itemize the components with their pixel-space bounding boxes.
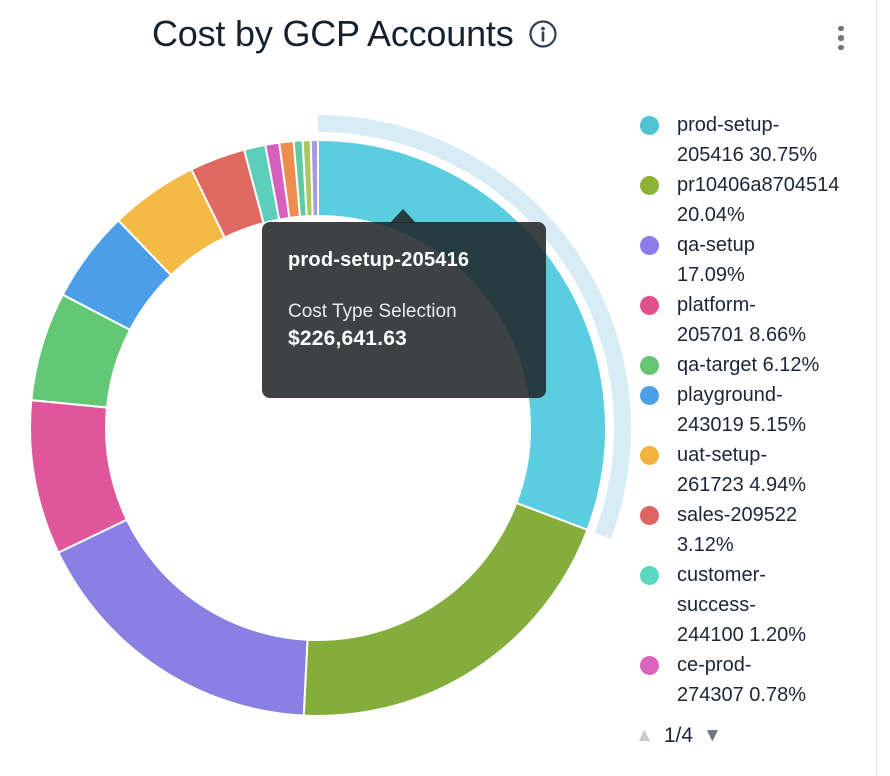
- legend-dot: [640, 566, 659, 585]
- legend-dot: [640, 176, 659, 195]
- legend-label: uat-setup- 261723 4.94%: [677, 444, 807, 496]
- tooltip-value: $226,641.63: [288, 327, 407, 350]
- donut-slice[interactable]: [309, 138, 319, 218]
- legend-item[interactable]: qa-setup 17.09%: [640, 230, 876, 290]
- page-up-icon[interactable]: ▲: [633, 722, 656, 750]
- legend-label: playground- 243019 5.15%: [677, 384, 807, 436]
- legend-item[interactable]: playground- 243019 5.15%: [640, 380, 876, 440]
- legend-label: prod-setup- 205416 30.75%: [677, 114, 818, 166]
- legend-label: qa-target 6.12%: [677, 354, 820, 376]
- legend-label: ce-prod- 274307 0.78%: [677, 654, 807, 706]
- legend-item[interactable]: uat-setup- 261723 4.94%: [640, 440, 876, 500]
- donut-slice-pr10406a8704514[interactable]: [302, 501, 589, 718]
- menu-button[interactable]: [826, 16, 856, 60]
- legend-item[interactable]: customer-success- 244100 1.20%: [640, 560, 876, 650]
- legend-item[interactable]: prod-setup- 205416 30.75%: [640, 110, 876, 170]
- chart-legend: prod-setup- 205416 30.75% pr10406a8704514 2…: [640, 110, 876, 722]
- legend-label: customer-success- 244100 1.20%: [677, 564, 807, 646]
- page-down-icon[interactable]: ▼: [701, 722, 724, 750]
- tooltip-metric-label: Cost Type Selection: [288, 301, 457, 322]
- chart-tooltip: prod-setup-205416 Cost Type Selection $2…: [262, 209, 546, 398]
- donut-slice-qa-setup[interactable]: [57, 518, 309, 717]
- legend-label: sales-209522 3.12%: [677, 504, 798, 556]
- legend-pagination: ▲ 1/4 ▼: [633, 722, 724, 750]
- info-button[interactable]: [528, 19, 558, 49]
- legend-dot: [640, 236, 659, 255]
- legend-dot: [640, 386, 659, 405]
- kebab-menu-icon: [838, 25, 844, 32]
- page-indicator: 1/4: [663, 724, 694, 747]
- legend-dot: [640, 116, 659, 135]
- legend-dot: [640, 446, 659, 465]
- legend-label: qa-setup 17.09%: [677, 234, 755, 286]
- legend-item[interactable]: sales-209522 3.12%: [640, 500, 876, 560]
- page-title: Cost by GCP Accounts: [152, 13, 514, 54]
- tooltip-title: prod-setup-205416: [288, 249, 470, 271]
- tooltip-arrow-icon: [390, 209, 416, 223]
- legend-dot: [640, 506, 659, 525]
- legend-label: platform- 205701 8.66%: [677, 294, 807, 346]
- donut-chart: [0, 95, 640, 757]
- chart-header: Cost by GCP Accounts: [152, 13, 558, 55]
- legend-item[interactable]: qa-target 6.12%: [640, 350, 876, 380]
- legend-label: pr10406a8704514 20.04%: [677, 174, 840, 226]
- info-icon: [528, 20, 557, 48]
- legend-dot: [640, 356, 659, 375]
- legend-item[interactable]: ce-prod- 274307 0.78%: [640, 650, 876, 710]
- legend-dot: [640, 656, 659, 675]
- legend-item[interactable]: pr10406a8704514 20.04%: [640, 170, 876, 230]
- legend-dot: [640, 296, 659, 315]
- legend-item[interactable]: platform- 205701 8.66%: [640, 290, 876, 350]
